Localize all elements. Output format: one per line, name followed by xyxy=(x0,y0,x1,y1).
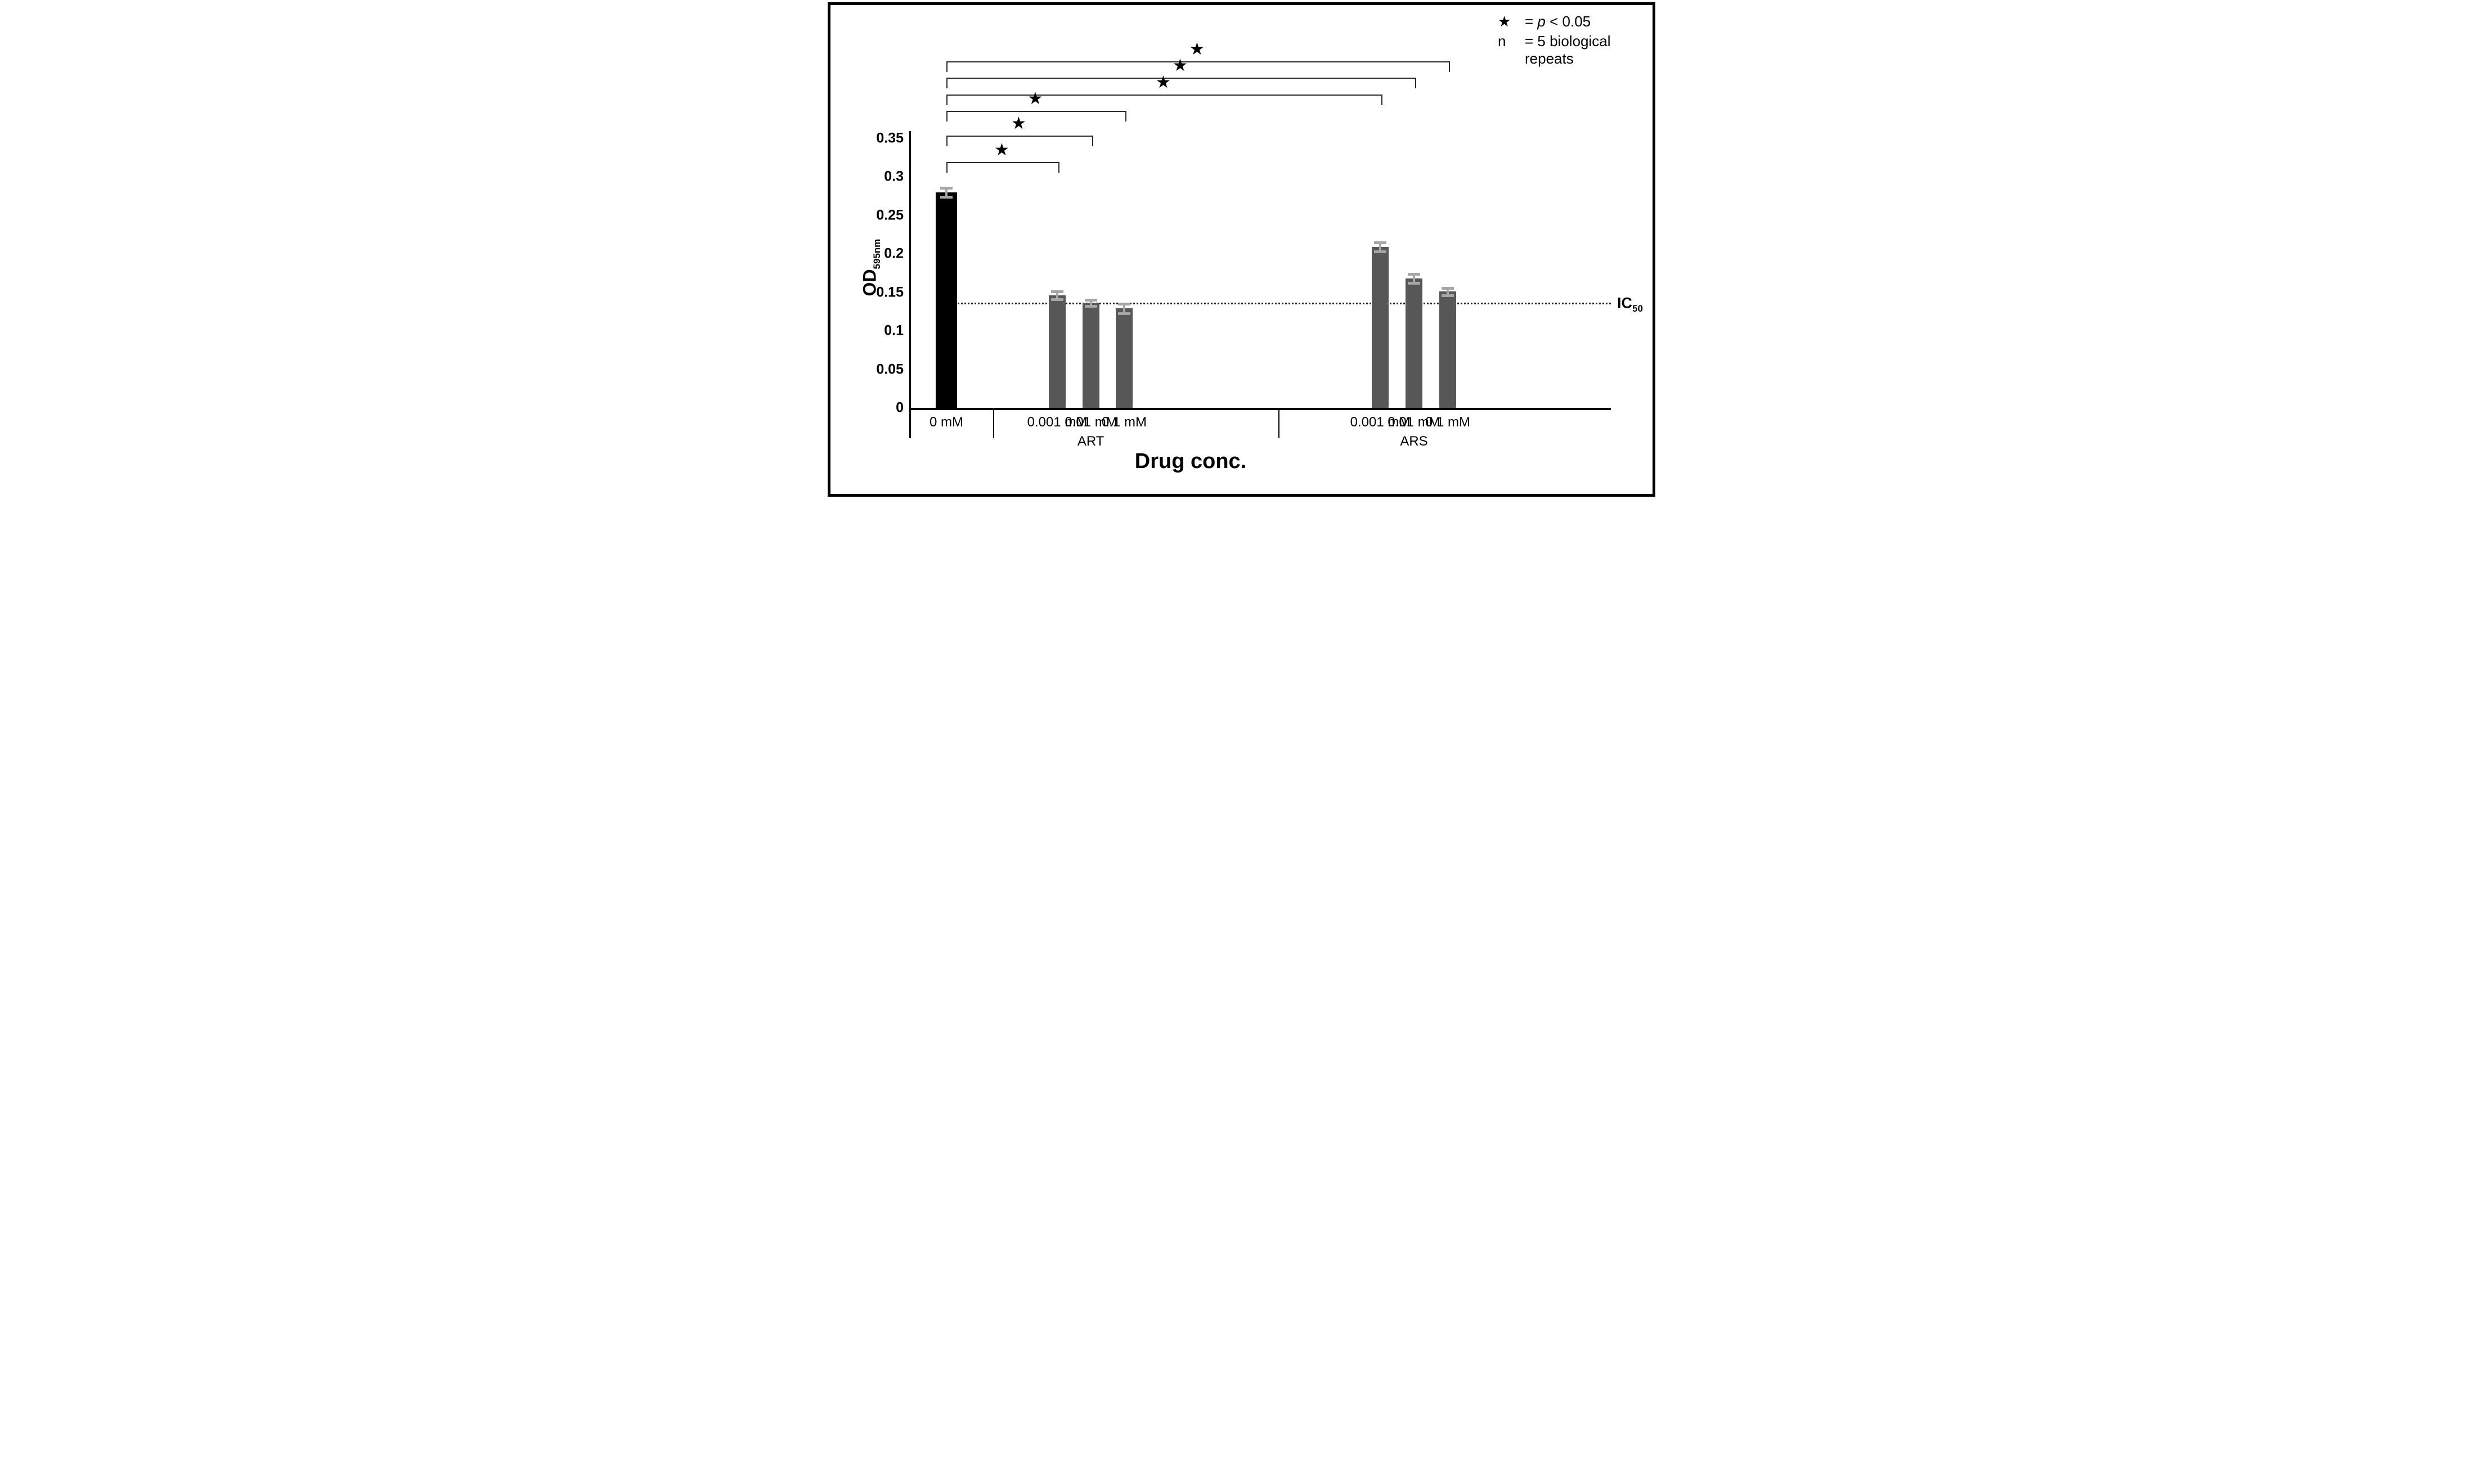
group-label-art: ART xyxy=(1077,434,1104,449)
bar-0mM xyxy=(936,192,957,408)
bar-art-0.1mM xyxy=(1116,308,1133,408)
error-bar-cap xyxy=(1408,272,1420,276)
legend-n-symbol: n xyxy=(1498,33,1506,50)
error-bar-cap xyxy=(1085,299,1097,302)
error-bar xyxy=(1379,242,1381,252)
error-bar-cap xyxy=(1118,312,1130,315)
error-bar xyxy=(1123,304,1125,313)
error-bar-cap xyxy=(1118,303,1130,306)
x-tick-label-0mM: 0 mM xyxy=(930,415,963,430)
y-tick-label-0.35: 0.35 xyxy=(876,130,904,146)
x-tick-label-ars-0.1mM: 0.1 mM xyxy=(1425,415,1471,430)
error-bar xyxy=(1413,273,1415,284)
figure-canvas: ★ = p < 0.05 n = 5 biological repeats OD… xyxy=(828,2,1655,497)
x-axis-line xyxy=(909,408,1611,410)
category-divider-art-ars xyxy=(1278,410,1279,438)
y-tick-label-0.3: 0.3 xyxy=(884,168,904,185)
y-tick-label-0: 0 xyxy=(896,399,904,416)
error-bar-cap xyxy=(1051,290,1063,294)
sig-star-art-0.01: ★ xyxy=(1011,114,1026,133)
sig-bracket-ars-0.01 xyxy=(946,78,1416,88)
sig-bracket-art-0.1 xyxy=(946,111,1126,122)
bar-art-0.001mM xyxy=(1049,295,1066,408)
error-bar-cap xyxy=(1408,282,1420,285)
error-bar-cap xyxy=(1051,298,1063,302)
legend-significance-text: = p < 0.05 xyxy=(1525,13,1591,30)
x-tick-label-art-0.1mM: 0.1 mM xyxy=(1101,415,1147,430)
x-tick-label-ars-0.001mM: 0.001 mM xyxy=(1350,415,1411,430)
error-bar-cap xyxy=(1442,286,1454,290)
error-bar xyxy=(1447,287,1449,296)
x-axis-title: Drug conc. xyxy=(1134,449,1247,473)
error-bar-cap xyxy=(940,196,953,199)
y-tick-label-0.25: 0.25 xyxy=(876,207,904,223)
legend-n-text: = 5 biological repeats xyxy=(1525,33,1611,67)
sig-bracket-ars-0.1 xyxy=(946,61,1450,72)
error-bar-cap xyxy=(940,186,953,190)
sig-bracket-art-0.001 xyxy=(946,162,1059,173)
category-divider-control-art xyxy=(993,410,994,438)
sig-bracket-art-0.01 xyxy=(946,136,1093,146)
y-tick-label-0.05: 0.05 xyxy=(876,361,904,377)
significance-star-icon: ★ xyxy=(1498,13,1511,30)
error-bar-cap xyxy=(1374,250,1386,254)
y-axis-title: OD595nm xyxy=(859,239,882,296)
sig-star-art-0.001: ★ xyxy=(994,141,1009,159)
error-bar-cap xyxy=(1085,305,1097,308)
sig-star-ars-0.001: ★ xyxy=(1156,73,1171,92)
bar-ars-0.1mM xyxy=(1439,291,1456,408)
bar-ars-0.001mM xyxy=(1372,246,1389,408)
legend: ★ = p < 0.05 n = 5 biological repeats xyxy=(1498,13,1653,68)
error-bar xyxy=(945,187,948,197)
y-tick-label-0.2: 0.2 xyxy=(884,245,904,262)
sig-star-ars-0.01: ★ xyxy=(1173,56,1188,75)
error-bar xyxy=(1090,300,1092,307)
error-bar-cap xyxy=(1374,241,1386,244)
x-tick-label-ars-0.01mM: 0.01 mM xyxy=(1388,415,1440,430)
y-axis-line xyxy=(909,131,911,438)
sig-bracket-ars-0.001 xyxy=(946,95,1382,105)
error-bar-cap xyxy=(1442,294,1454,298)
y-tick-label-0.1: 0.1 xyxy=(884,322,904,339)
ic50-label: IC50 xyxy=(1617,294,1643,314)
ic50-reference-line xyxy=(955,302,1611,304)
y-tick-label-0.15: 0.15 xyxy=(876,284,904,300)
bar-ars-0.01mM xyxy=(1406,278,1422,408)
sig-star-art-0.1: ★ xyxy=(1027,89,1043,108)
bar-art-0.01mM xyxy=(1083,303,1099,408)
x-tick-label-art-0.001mM: 0.001 mM xyxy=(1027,415,1088,430)
x-tick-label-art-0.01mM: 0.01 mM xyxy=(1065,415,1117,430)
error-bar xyxy=(1056,291,1058,300)
sig-star-ars-0.1: ★ xyxy=(1189,40,1205,59)
group-label-ars: ARS xyxy=(1400,434,1428,449)
